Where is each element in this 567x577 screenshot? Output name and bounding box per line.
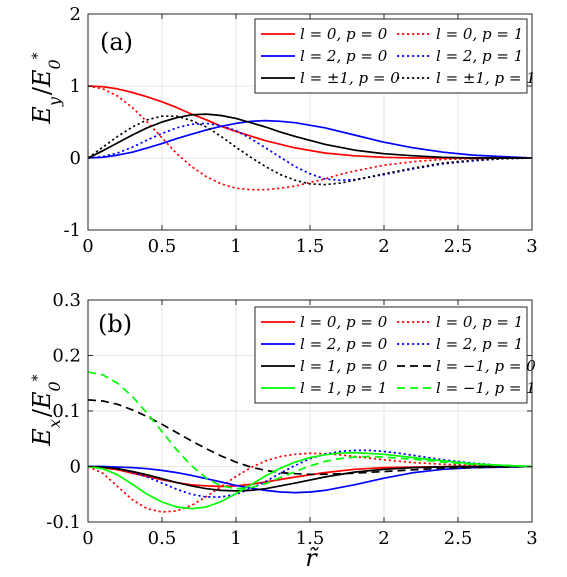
panel-b-ytick-label: 0.1 <box>52 401 81 422</box>
panel-b-ytick-label: 0 <box>70 457 81 478</box>
panel-b-series-line-8 <box>87 371 533 490</box>
panel-b-ytick-label: 0.2 <box>52 346 81 367</box>
panel-a-series-line-2 <box>87 85 532 191</box>
panel-a-ytick-label: 2 <box>70 4 81 25</box>
panel-a-label: (a) <box>100 28 133 56</box>
panel-b-xtick-label: 1.5 <box>296 528 325 549</box>
panel-b-legend-label-3: l = 2, p = 0 <box>300 335 388 353</box>
panel-a-legend-label-6: l = ±1, p = 1 <box>436 69 536 87</box>
panel-b-xtick-label: 0 <box>82 528 93 549</box>
panel-a-ylabel: Ey/E0* <box>28 52 64 124</box>
panel-a-xtick-label: 2 <box>378 236 389 257</box>
panel-b-series-line-5 <box>87 465 532 492</box>
panel-a-legend-label-2: l = 0, p = 1 <box>436 25 523 43</box>
panel-a-series-line-3 <box>87 119 533 159</box>
panel-a-series-line-5 <box>87 113 532 159</box>
panel-b-legend-label-4: l = 2, p = 1 <box>436 335 523 353</box>
panel-b-ylabel: Ex/E0* <box>28 374 64 446</box>
panel-b-xtick-label: 2.5 <box>444 528 473 549</box>
panel-a-series <box>87 85 533 191</box>
panel-a-legend-label-5: l = ±1, p = 0 <box>300 69 400 87</box>
panel-b-xtick-label: 0.5 <box>148 528 177 549</box>
panel-b-legend-box <box>254 306 528 404</box>
panel-b-ytick-label: 0.3 <box>52 290 81 311</box>
panel-a-xtick-label: 1.5 <box>296 236 325 257</box>
panel-a-xtick-label: 3 <box>526 236 537 257</box>
panel-a-xtick-label: 2.5 <box>444 236 473 257</box>
panel-b-series-line-4 <box>87 449 533 498</box>
panel-a-series-line-1 <box>87 85 532 159</box>
panel-a-legend-box <box>254 18 528 94</box>
panel-a-xtick-label: 0 <box>82 236 93 257</box>
panel-a-ytick-label: 1 <box>70 76 81 97</box>
panel-a-legend-label-3: l = 2, p = 0 <box>300 47 388 65</box>
panel-b-legend-label-5: l = 1, p = 0 <box>300 357 388 375</box>
panel-b-legend-label-6: l = −1, p = 0 <box>436 357 536 375</box>
panel-b-xtick-label: 1 <box>230 528 241 549</box>
panel-b-series-line-6 <box>87 399 533 476</box>
panel-b-legend-label-7: l = 1, p = 1 <box>300 379 387 397</box>
panel-b-legend-label-1: l = 0, p = 0 <box>300 313 388 331</box>
panel-b-series-line-2 <box>87 452 533 513</box>
panel-a-legend-label-4: l = 2, p = 1 <box>436 47 523 65</box>
panel-b-series-line-7 <box>87 451 533 510</box>
panel-a-xtick-label: 1 <box>230 236 241 257</box>
panel-a-legend-label-1: l = 0, p = 0 <box>300 25 388 43</box>
panel-a-legend: l = 0, p = 0 l = 0, p = 1 l = 2, p = 0 l = … <box>254 18 536 94</box>
panel-b-xtick-label: 2 <box>378 528 389 549</box>
panel-b-legend-label-8: l = −1, p = 1 <box>436 379 536 397</box>
panel-b-legend: l = 0, p = 0 l = 0, p = 1 l = 2, p = 0 l = … <box>254 306 536 404</box>
panel-b-xlabel: r̃ <box>305 544 319 572</box>
panel-a-xtick-label: 0.5 <box>148 236 177 257</box>
panel-a-series-line-6 <box>87 115 533 186</box>
panel-a-ytick-label: -1 <box>63 220 81 241</box>
panel-a-ytick-label: 0 <box>70 148 81 169</box>
panel-b-xtick-label: 3 <box>526 528 537 549</box>
panel-b-legend-label-2: l = 0, p = 1 <box>436 313 523 331</box>
panel-b-ytick-label: -0.1 <box>46 512 81 533</box>
panel-b-label: (b) <box>98 310 132 338</box>
panel-b-chart: (b) Ex/E0* r̃ 0 0.5 1 1.5 2 2.5 3-0.100.10.20.… <box>28 290 538 572</box>
panel-b-series <box>87 371 533 513</box>
panel-b-ticks: 0 0.5 1 1.5 2 2.5 3-0.100.10.20.3 <box>46 290 537 549</box>
